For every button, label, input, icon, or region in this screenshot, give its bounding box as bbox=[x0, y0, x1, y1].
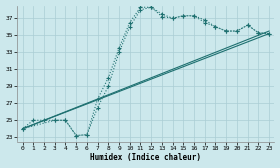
X-axis label: Humidex (Indice chaleur): Humidex (Indice chaleur) bbox=[90, 153, 201, 162]
